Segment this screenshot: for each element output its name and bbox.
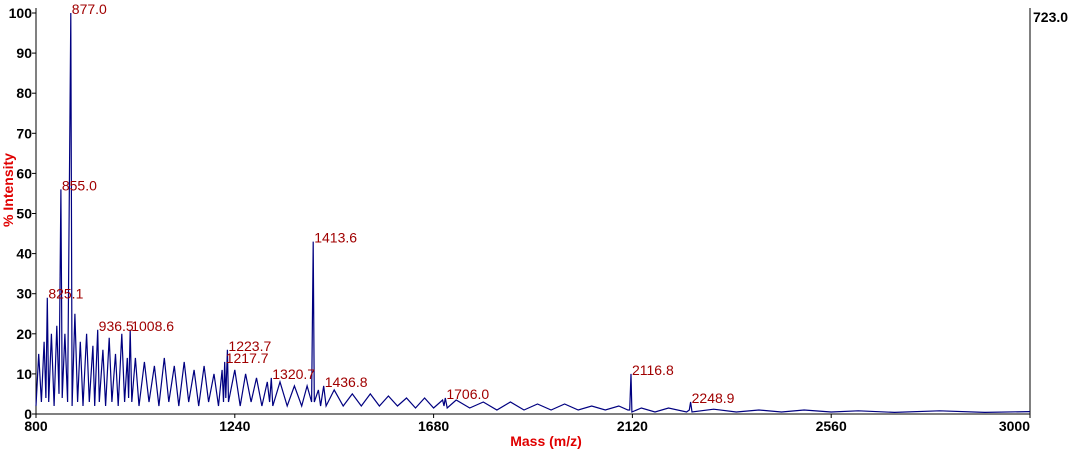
peak-label: 2248.9 (692, 390, 735, 406)
y-tick-label: 60 (16, 165, 32, 181)
peak-label: 1436.8 (325, 374, 368, 390)
peak-label: 1008.6 (131, 318, 174, 334)
spectrum (35, 12, 1031, 414)
y-tick-label: 50 (16, 206, 32, 222)
y-axis-title: % Intensity (0, 153, 16, 227)
y-tick-label: 80 (16, 85, 32, 101)
x-tick-label: 3000 (999, 418, 1030, 434)
peak-label: 1320.7 (272, 366, 315, 382)
x-tick-label: 800 (24, 418, 48, 434)
y-tick-label: 100 (9, 5, 33, 21)
y-tick-label: 90 (16, 45, 32, 61)
y-tick-label: 40 (16, 246, 32, 262)
peak-label: 1217.7 (226, 350, 269, 366)
y-tick-label: 0 (24, 406, 32, 422)
max-intensity: 723.0 (1033, 9, 1068, 25)
peak-label: 825.1 (48, 286, 83, 302)
peak-label: 877.0 (72, 1, 107, 17)
peak-label: 936.5 (99, 318, 134, 334)
x-tick-label: 1680 (418, 418, 449, 434)
peak-label: 1223.7 (228, 338, 271, 354)
y-tick-label: 30 (16, 286, 32, 302)
peak-label: 855.0 (62, 177, 97, 193)
peak-label: 1413.6 (314, 230, 357, 246)
x-tick-label: 2120 (617, 418, 648, 434)
y-tick-label: 10 (16, 366, 32, 382)
x-tick-label: 2560 (816, 418, 847, 434)
y-tick-label: 20 (16, 326, 32, 342)
y-tick-label: 70 (16, 125, 32, 141)
x-axis-title: Mass (m/z) (510, 433, 582, 449)
peak-label: 1706.0 (446, 386, 489, 402)
peak-label: 2116.8 (632, 362, 674, 378)
x-tick-label: 1240 (219, 418, 250, 434)
